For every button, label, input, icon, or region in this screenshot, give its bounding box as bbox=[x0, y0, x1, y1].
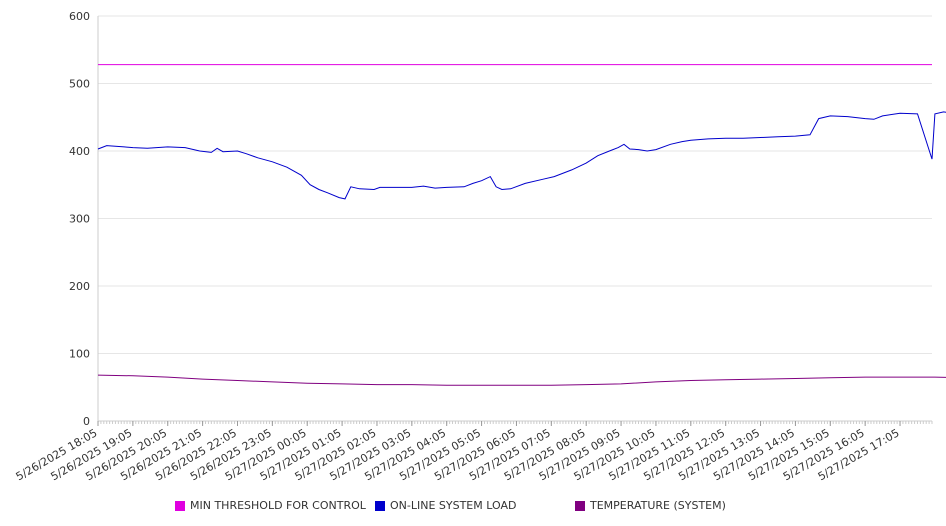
y-tick-label: 200 bbox=[69, 280, 90, 293]
legend-label: MIN THRESHOLD FOR CONTROL bbox=[190, 499, 366, 512]
legend-label: ON-LINE SYSTEM LOAD bbox=[390, 499, 517, 512]
y-tick-label: 400 bbox=[69, 145, 90, 158]
legend-label: TEMPERATURE (SYSTEM) bbox=[590, 499, 726, 512]
series-line-on-line-system-load bbox=[97, 111, 946, 200]
y-tick-label: 0 bbox=[83, 415, 90, 428]
legend-item-system-load[interactable]: ON-LINE SYSTEM LOAD bbox=[375, 499, 516, 512]
y-tick-label: 500 bbox=[69, 78, 90, 91]
legend-item-min-threshold[interactable]: MIN THRESHOLD FOR CONTROL bbox=[175, 499, 366, 512]
y-tick-label: 600 bbox=[69, 10, 90, 23]
legend-swatch bbox=[375, 500, 385, 511]
y-tick-label: 300 bbox=[69, 213, 90, 226]
series-layer bbox=[97, 64, 946, 386]
gridlines bbox=[98, 15, 932, 354]
legend: MIN THRESHOLD FOR CONTROL ON-LINE SYSTEM… bbox=[0, 499, 946, 515]
legend-swatch bbox=[575, 500, 585, 511]
x-axis: 5/26/2025 18:055/26/2025 19:055/26/2025 … bbox=[14, 420, 933, 483]
legend-swatch bbox=[175, 500, 185, 511]
legend-item-temperature[interactable]: TEMPERATURE (SYSTEM) bbox=[575, 499, 726, 512]
y-axis: 0 100 200 300 400 500 600 bbox=[69, 10, 99, 428]
y-tick-label: 100 bbox=[69, 348, 90, 361]
series-line-temperature-system bbox=[97, 374, 946, 386]
